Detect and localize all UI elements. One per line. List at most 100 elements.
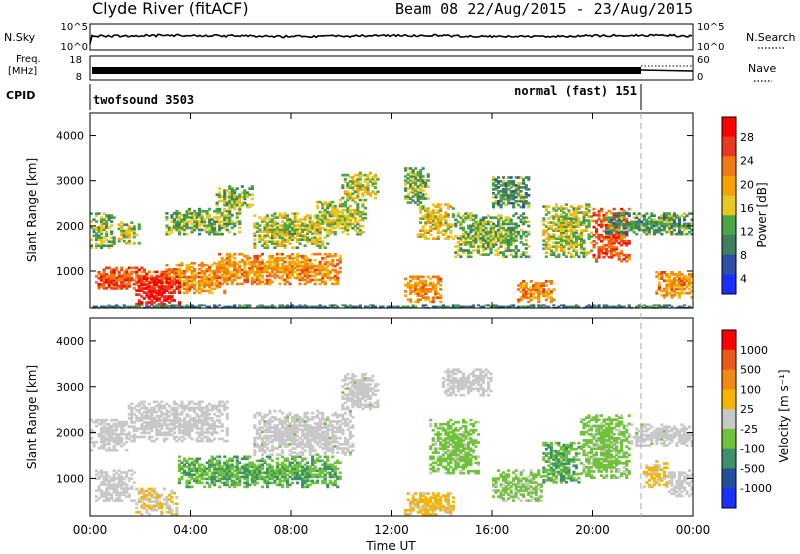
power-cell xyxy=(175,276,178,279)
power-cell xyxy=(404,290,407,293)
power-cell xyxy=(178,291,181,294)
power-cell xyxy=(577,217,580,220)
power-cell xyxy=(449,229,452,232)
power-cell xyxy=(266,244,269,247)
power-heatmap xyxy=(90,167,694,308)
velocity-cell xyxy=(123,429,126,432)
power-cell xyxy=(404,278,407,281)
power-cell xyxy=(170,295,173,298)
power-cell xyxy=(583,239,586,242)
power-cell xyxy=(527,225,530,228)
power-cell xyxy=(201,214,204,217)
power-cell xyxy=(138,223,141,226)
power-cell xyxy=(439,288,442,291)
power-cell xyxy=(645,212,648,215)
power-cell xyxy=(113,216,116,219)
power-cell xyxy=(580,205,583,208)
power-cell xyxy=(118,271,121,274)
power-cell xyxy=(98,212,101,215)
velocity-heatmap xyxy=(90,368,694,515)
power-cell xyxy=(326,242,329,245)
velocity-cell xyxy=(130,477,133,480)
power-cell xyxy=(525,239,528,242)
power-cell xyxy=(241,185,244,188)
power-cell xyxy=(346,233,349,236)
velocity-cell xyxy=(148,403,151,406)
power-cell xyxy=(613,229,616,232)
power-cell xyxy=(165,264,168,267)
power-cell xyxy=(233,253,236,256)
power-cell xyxy=(324,281,327,284)
power-cell xyxy=(316,219,319,222)
power-cell xyxy=(364,213,367,216)
cpid-label: CPID xyxy=(6,89,35,102)
power-cell xyxy=(331,259,334,262)
velocity-cell xyxy=(125,483,128,486)
power-cell xyxy=(422,167,425,170)
power-cell xyxy=(419,201,422,204)
nave-tick-top: 60 xyxy=(697,55,710,66)
velocity-cell xyxy=(143,401,146,404)
power-cell xyxy=(623,219,626,222)
velocity-cell xyxy=(226,407,229,410)
power-cell xyxy=(140,301,143,304)
power-cell xyxy=(469,255,472,258)
power-cell xyxy=(424,193,427,196)
power-cell xyxy=(168,268,171,271)
power-cell xyxy=(670,306,673,308)
power-cell xyxy=(567,209,570,212)
power-cell xyxy=(289,283,292,286)
power-cell xyxy=(590,231,593,234)
power-cell xyxy=(547,211,550,214)
power-cell xyxy=(286,214,289,217)
power-cell xyxy=(414,306,417,308)
power-cell xyxy=(376,190,379,193)
power-cell xyxy=(218,253,221,256)
power-cell xyxy=(439,203,442,206)
power-cell xyxy=(628,208,631,211)
power-cell xyxy=(208,306,211,308)
velocity-cell xyxy=(133,481,136,484)
velocity-cell xyxy=(125,441,128,444)
velocity-cell xyxy=(120,437,123,440)
power-cell xyxy=(427,179,430,182)
power-cell xyxy=(331,201,334,204)
power-cell xyxy=(228,231,231,234)
power-cell xyxy=(193,268,196,271)
power-cell xyxy=(510,219,513,222)
power-cell xyxy=(316,205,319,208)
power-cell xyxy=(113,236,116,239)
power-cell xyxy=(135,234,138,237)
power-cell xyxy=(527,176,530,179)
power-cell xyxy=(439,278,442,281)
power-cell xyxy=(354,217,357,220)
power-cell xyxy=(304,244,307,247)
power-cell xyxy=(216,283,219,286)
power-cell xyxy=(143,269,146,272)
velocity-cell xyxy=(213,438,216,441)
power-cell xyxy=(281,253,284,256)
power-cell xyxy=(238,231,241,234)
power-cell xyxy=(565,255,568,258)
power-cell xyxy=(133,242,136,245)
freq-trace-tail xyxy=(641,70,693,71)
power-cell xyxy=(105,230,108,233)
power-cell xyxy=(628,304,631,306)
power-cell xyxy=(314,283,317,286)
velocity-cell xyxy=(125,421,128,424)
power-cell xyxy=(218,304,221,306)
power-cell xyxy=(527,245,530,248)
power-cell xyxy=(253,238,256,241)
power-cell xyxy=(427,237,430,240)
power-cell xyxy=(198,233,201,236)
power-cell xyxy=(341,197,344,200)
fitacf-summary-plot: Clyde River (fitACF) Beam 08 22/Aug/2015… xyxy=(0,0,800,554)
velocity-cell xyxy=(150,436,153,439)
power-cell xyxy=(334,205,337,208)
power-cell xyxy=(155,271,158,274)
power-cell xyxy=(552,288,555,291)
power-cell xyxy=(515,212,518,215)
power-cell xyxy=(128,240,131,243)
power-cell xyxy=(314,259,317,262)
power-cell xyxy=(527,255,530,258)
